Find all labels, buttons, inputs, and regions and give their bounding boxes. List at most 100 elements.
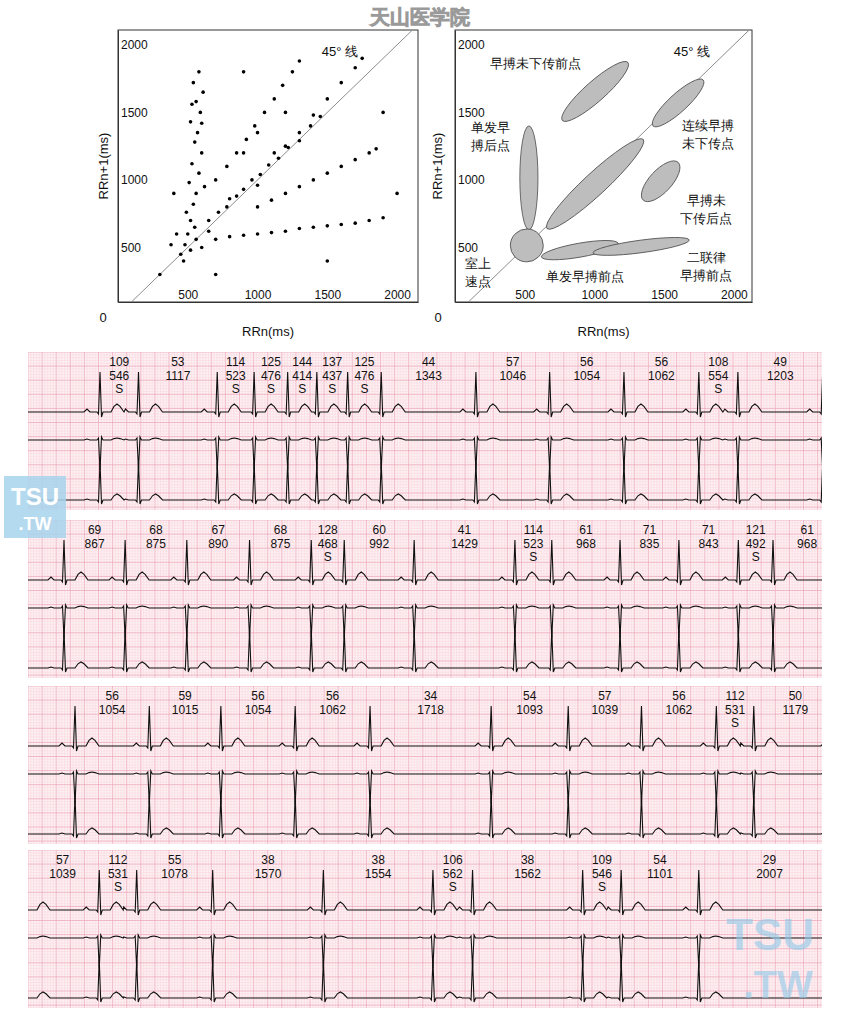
scatter-point	[250, 178, 254, 182]
ecg-grid-line	[28, 565, 822, 566]
rr-interval-label: 1093	[516, 703, 543, 717]
ecg-grid-line	[28, 450, 822, 451]
heart-rate-label: 128	[318, 523, 338, 537]
scatter-point	[367, 219, 371, 223]
ecg-grid-line	[28, 914, 822, 915]
rr-interval-label: 1062	[648, 369, 675, 383]
ecg-grid-line	[28, 804, 822, 805]
rr-interval-label: 875	[270, 537, 290, 551]
ecg-grid-line	[28, 850, 822, 851]
ecg-grid-line	[28, 968, 822, 969]
ecg-grid-line	[28, 1005, 822, 1006]
ecg-grid-line	[28, 784, 822, 785]
rr-interval-label: 1179	[782, 703, 808, 717]
plot-panel: 早搏未下传前点单发早搏后点连续早搏未下传点早搏未下传后点室上速点单发早搏前点二联…	[430, 30, 753, 339]
scatter-point	[353, 158, 357, 162]
scatter-point	[189, 120, 193, 124]
ecg-grid-line	[28, 753, 822, 754]
ecg-grid-line	[28, 464, 822, 465]
ecg-grid-line	[28, 858, 822, 859]
ecg-grid-line	[28, 615, 822, 616]
ecg-strip: 69867688756789068875128468S6099241142911…	[28, 520, 841, 681]
ecg-grid-line	[28, 999, 822, 1000]
region-label: 早搏未	[687, 193, 726, 208]
beat-flag-label: S	[360, 382, 368, 396]
ecg-grid-line	[28, 733, 822, 734]
scatter-point	[196, 131, 200, 135]
ecg-grid-line	[28, 669, 822, 670]
heart-rate-label: 68	[274, 523, 288, 537]
ecg-grid-line	[28, 795, 822, 796]
ecg-grid-line	[28, 470, 822, 471]
ecg-grid-line	[28, 725, 822, 726]
annotation: 45° 线	[322, 44, 358, 59]
heart-rate-label: 57	[56, 853, 70, 867]
ecg-grid-line	[28, 991, 822, 992]
ecg-grid-line	[28, 945, 822, 946]
heart-rate-label: 67	[212, 523, 226, 537]
ecg-grid-line	[28, 520, 822, 521]
rr-interval-label: 2007	[756, 867, 783, 881]
rr-interval-label: 1054	[99, 703, 126, 717]
scatter-point	[360, 57, 364, 61]
scatter-point	[381, 111, 385, 115]
ecg-trace	[28, 935, 822, 968]
ecg-grid-line	[28, 943, 822, 944]
ecg-grid-line	[28, 979, 822, 980]
rr-interval-label: 890	[208, 537, 228, 551]
x-axis: 500100015002000	[456, 288, 753, 303]
ecg-background	[28, 850, 822, 1008]
heart-rate-label: 112	[725, 689, 744, 703]
ecg-grid-line	[28, 553, 822, 554]
ecg-grid-line	[28, 644, 822, 645]
region-label: 早搏前点	[680, 268, 732, 283]
ecg-grid-line	[28, 658, 822, 659]
ecg-grid-line	[28, 604, 822, 605]
ecg-grid-line	[28, 596, 822, 597]
ecg-grid-line	[28, 781, 822, 782]
ecg-grid-line	[28, 624, 822, 625]
x-tick-label: 1500	[314, 288, 341, 302]
x-tick-label: 1500	[651, 288, 678, 302]
x-axis-line	[119, 302, 419, 303]
scatter-point	[225, 165, 229, 169]
ecg-trace	[28, 630, 822, 672]
plot-marks	[131, 30, 412, 302]
ecg-grid-line	[28, 649, 822, 650]
rr-interval-label: 531	[725, 703, 745, 717]
heart-rate-label: 56	[105, 689, 119, 703]
ecg-grid-line	[28, 601, 822, 602]
heart-rate-label: 144	[292, 355, 312, 369]
scatter-point	[189, 248, 193, 252]
ecg-grid-line	[28, 815, 822, 816]
rr-interval-label: 867	[85, 537, 105, 551]
ecg-trace	[28, 771, 822, 804]
scatter-point	[291, 70, 295, 74]
heart-rate-label: 109	[592, 853, 612, 867]
ecg-grid-line	[28, 613, 822, 614]
heart-rate-label: 55	[168, 853, 182, 867]
region-ellipse	[504, 222, 551, 268]
scatter-point	[189, 219, 193, 223]
ecg-grid-line	[28, 810, 822, 811]
ecg-grid-line	[28, 793, 822, 794]
rr-interval-label: 1429	[451, 537, 478, 551]
y-tick-label: 1500	[458, 106, 485, 120]
scatter-point	[259, 173, 263, 177]
ecg-paper	[28, 352, 822, 510]
ecg-grid-line	[28, 739, 822, 740]
ecg-grid-line	[28, 988, 822, 989]
rr-interval-label: 1054	[245, 703, 272, 717]
ecg-grid-line	[28, 993, 822, 994]
scatter-point	[298, 139, 302, 143]
beat-flag-label: S	[529, 550, 537, 564]
ecg-grid-line	[28, 864, 822, 865]
scatter-point	[284, 192, 288, 196]
scatter-point	[187, 181, 191, 185]
ecg-grid-line	[28, 889, 822, 890]
ecg-grid-line	[28, 821, 822, 822]
ecg-grid-line	[28, 559, 822, 560]
ecg-paper	[28, 520, 822, 678]
rr-interval-label: 1570	[255, 867, 282, 881]
beat-flag-label: S	[598, 880, 606, 894]
